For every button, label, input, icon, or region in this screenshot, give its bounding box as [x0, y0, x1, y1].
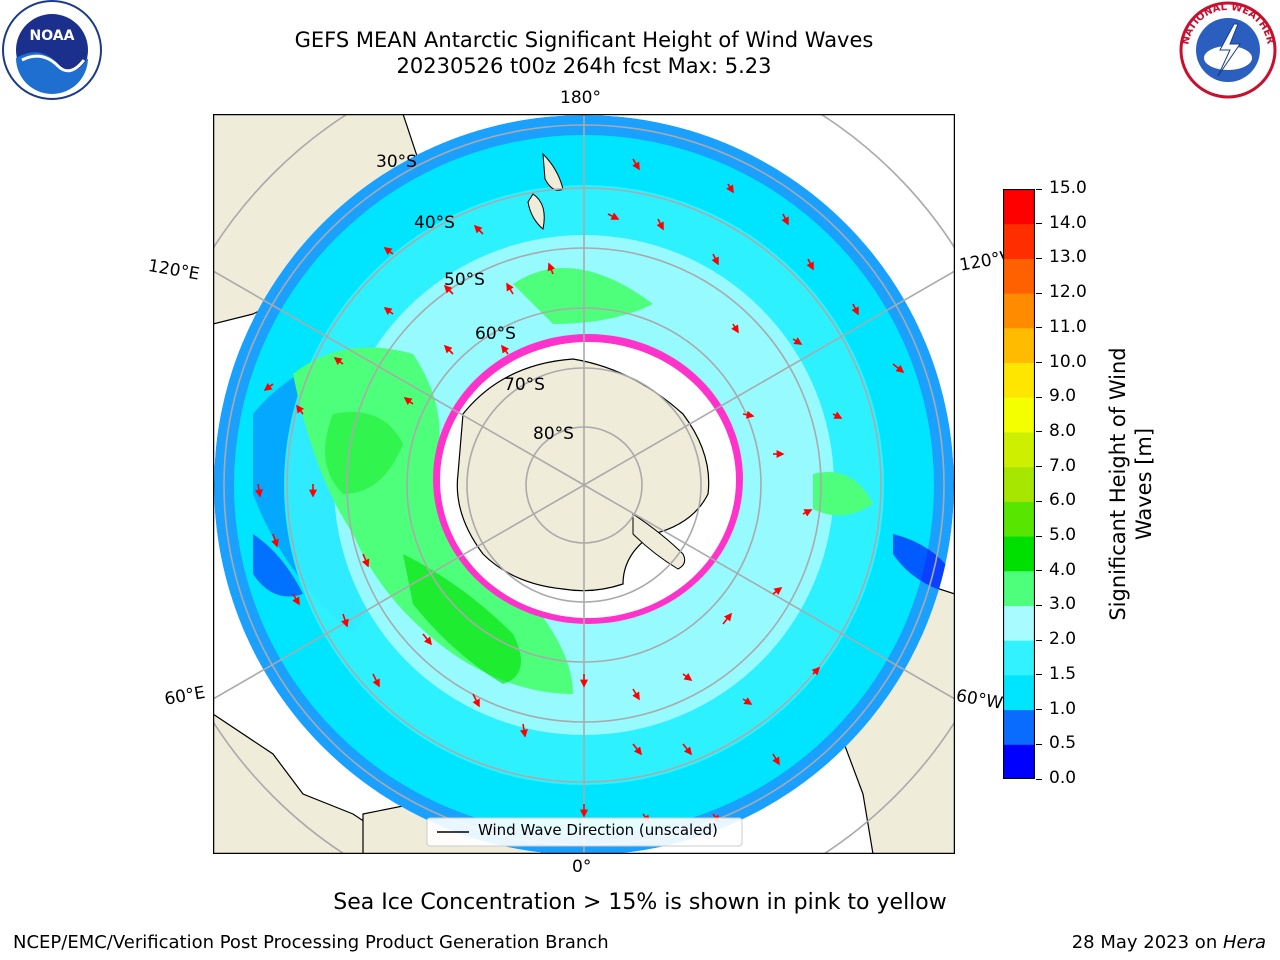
- colorbar-tick-label: 0.5: [1049, 733, 1077, 754]
- colorbar: [1003, 189, 1035, 779]
- colorbar-tick-mark: [1036, 362, 1042, 364]
- footer-date-text: 28 May 2023 on: [1071, 932, 1223, 953]
- lat-label-30s: 30°S: [376, 152, 417, 172]
- title-line-1: GEFS MEAN Antarctic Significant Height o…: [294, 28, 874, 52]
- lat-label-40s: 40°S: [414, 213, 455, 233]
- sea-ice-caption: Sea Ice Concentration > 15% is shown in …: [333, 890, 947, 915]
- chart-title: GEFS MEAN Antarctic Significant Height o…: [0, 27, 1168, 79]
- colorbar-tick-mark: [1036, 292, 1042, 294]
- colorbar-segment: [1003, 431, 1035, 468]
- lat-label-70s: 70°S: [504, 375, 545, 395]
- wind-arrows: [255, 158, 905, 824]
- colorbar-tick-mark: [1036, 743, 1042, 745]
- colorbar-tick-mark: [1036, 778, 1042, 780]
- svg-text:NOAA: NOAA: [30, 28, 75, 44]
- colorbar-tick-mark: [1036, 327, 1042, 329]
- colorbar-tick-label: 5.0: [1049, 525, 1077, 546]
- colorbar-tick-label: 8.0: [1049, 420, 1077, 441]
- colorbar-segment: [1003, 570, 1035, 606]
- map-panel: Wind Wave Direction (unscaled): [213, 114, 955, 854]
- colorbar-segment: [1003, 605, 1035, 641]
- colorbar-tick-label: 2.0: [1049, 629, 1077, 650]
- colorbar-tick-mark: [1036, 709, 1042, 711]
- colorbar-tick-mark: [1036, 639, 1042, 641]
- lat-label-80s: 80°S: [533, 424, 574, 444]
- colorbar-label-line1: Significant Height of Wind: [1106, 347, 1130, 621]
- colorbar-tick-mark: [1036, 431, 1042, 433]
- colorbar-tick-label: 14.0: [1049, 212, 1087, 233]
- title-line-2: 20230526 t00z 264h fcst Max: 5.23: [396, 54, 772, 78]
- lat-label-60s: 60°S: [475, 324, 516, 344]
- lon-label-60e: 60°E: [163, 682, 207, 710]
- colorbar-segment: [1003, 536, 1035, 572]
- lat-label-50s: 50°S: [444, 270, 485, 290]
- colorbar-segment: [1003, 327, 1035, 364]
- legend-label: Wind Wave Direction (unscaled): [478, 821, 718, 839]
- colorbar-tick-label: 12.0: [1049, 282, 1087, 303]
- colorbar-tick-label: 10.0: [1049, 351, 1087, 372]
- colorbar-label-line2: Waves [m]: [1132, 427, 1156, 541]
- colorbar-tick-label: 6.0: [1049, 490, 1077, 511]
- colorbar-segment: [1003, 640, 1035, 676]
- footer-date: 28 May 2023 on Hera: [1072, 932, 1266, 953]
- lon-label-180: 180°: [560, 88, 601, 108]
- nws-logo: NATIONAL WEATHER SERVICE: [1172, 0, 1280, 100]
- colorbar-tick-label: 4.0: [1049, 559, 1077, 580]
- colorbar-segment: [1003, 189, 1035, 225]
- colorbar-segment: [1003, 258, 1035, 294]
- colorbar-tick-mark: [1036, 396, 1042, 398]
- map-legend: [426, 817, 743, 847]
- colorbar-tick-label: 1.0: [1049, 698, 1077, 719]
- colorbar-tick-label: 1.5: [1049, 663, 1077, 684]
- colorbar-tick-mark: [1036, 535, 1042, 537]
- noaa-logo: NOAA: [0, 0, 104, 104]
- colorbar-tick-mark: [1036, 223, 1042, 225]
- colorbar-tick-label: 3.0: [1049, 594, 1077, 615]
- colorbar-segment: [1003, 674, 1035, 711]
- colorbar-tick-label: 9.0: [1049, 386, 1077, 407]
- colorbar-tick-mark: [1036, 604, 1042, 606]
- colorbar-segment: [1003, 466, 1035, 502]
- colorbar-segment: [1003, 293, 1035, 329]
- colorbar-segment: [1003, 223, 1035, 259]
- colorbar-segment: [1003, 362, 1035, 398]
- colorbar-segment: [1003, 397, 1035, 433]
- lon-label-0: 0°: [572, 857, 592, 877]
- colorbar-tick-label: 7.0: [1049, 455, 1077, 476]
- colorbar-tick-label: 13.0: [1049, 247, 1087, 268]
- footer-host: Hera: [1222, 932, 1266, 953]
- colorbar-tick-label: 0.0: [1049, 768, 1077, 788]
- colorbar-tick-mark: [1036, 257, 1042, 259]
- colorbar-tick-label: 15.0: [1049, 178, 1087, 198]
- colorbar-segment: [1003, 709, 1035, 745]
- colorbar-tick-mark: [1036, 466, 1042, 468]
- lon-label-60w: 60°W: [954, 686, 1005, 714]
- lon-label-120e: 120°E: [146, 256, 201, 285]
- colorbar-tick-mark: [1036, 500, 1042, 502]
- colorbar-tick-mark: [1036, 188, 1042, 190]
- colorbar-ticks: 0.0 0.5 1.0 1.5 2.0 3.0 4.0 5.0 6.0 7.0 8.0 9.0 10.0…: [1036, 178, 1106, 788]
- colorbar-tick-label: 11.0: [1049, 316, 1087, 337]
- colorbar-segment: [1003, 501, 1035, 537]
- colorbar-tick-mark: [1036, 570, 1042, 572]
- footer-branch: NCEP/EMC/Verification Post Processing Pr…: [13, 932, 609, 953]
- colorbar-segment: [1003, 744, 1035, 779]
- colorbar-tick-mark: [1036, 674, 1042, 676]
